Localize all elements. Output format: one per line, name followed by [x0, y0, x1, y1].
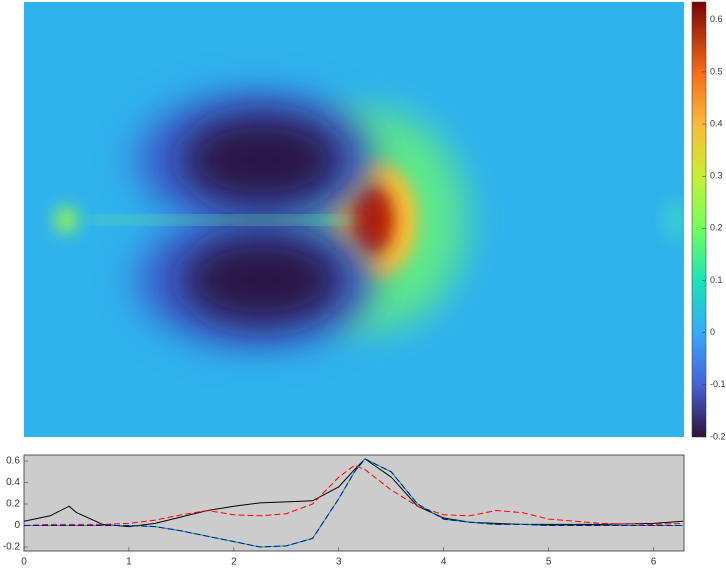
x-tick-label: 3	[336, 557, 342, 568]
x-tick-label: 5	[546, 557, 552, 568]
colorbar-tick-label: -0.2	[710, 431, 726, 441]
heatmap	[24, 2, 684, 437]
colorbar-tick-label: 0.6	[710, 14, 723, 24]
x-tick-label: 2	[231, 557, 237, 568]
y-tick-label: 0.4	[6, 477, 20, 488]
colorbar-tick-label: 0.3	[710, 171, 723, 181]
colorbar-tick-label: 0.5	[710, 66, 723, 76]
colorbar-tick-label: 0	[710, 327, 715, 337]
x-tick-label: 6	[651, 557, 657, 568]
plot-area	[23, 454, 685, 552]
colorbar-tick-label: 0.1	[710, 275, 723, 285]
series-line	[23, 464, 684, 526]
colorbar	[691, 1, 707, 438]
colorbar-tick-label: 0.4	[710, 118, 723, 128]
y-tick-label: -0.2	[3, 542, 21, 553]
x-tick-label: 1	[126, 557, 132, 568]
series-line	[24, 458, 683, 548]
colorbar-tick-label: 0.2	[710, 223, 723, 233]
y-tick-label: 0.2	[6, 499, 20, 510]
y-tick-label: 0	[14, 520, 20, 531]
y-tick-label: 0.6	[6, 456, 20, 467]
x-tick-label: 0	[21, 557, 27, 568]
colorbar-tick-label: -0.1	[710, 379, 726, 389]
x-tick-label: 4	[441, 557, 447, 568]
